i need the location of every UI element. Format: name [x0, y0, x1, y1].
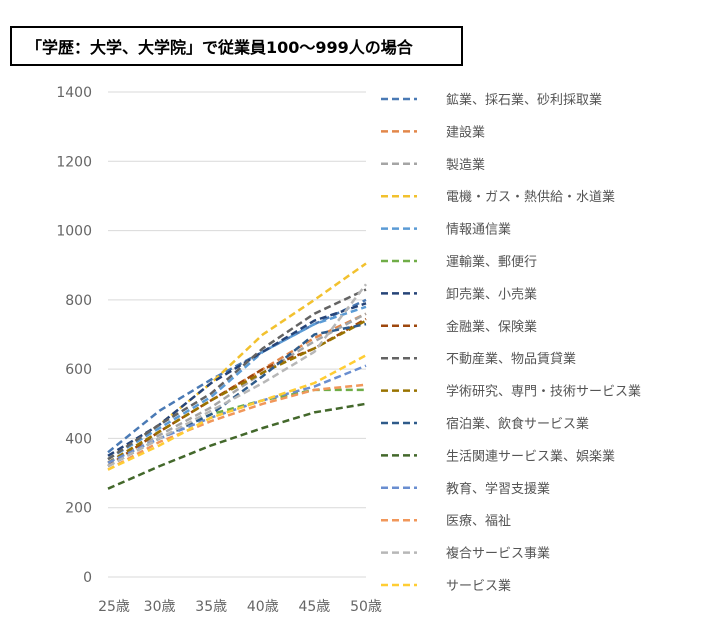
- series-line: [107, 354, 367, 471]
- legend-label: 複合サービス事業: [446, 546, 550, 562]
- legend-label: 不動産業、物品賃貸業: [446, 351, 576, 367]
- legend-label: 情報通信業: [446, 222, 511, 238]
- x-axis-ticks: 25歳 30歳 35歳 40歳 45歳 50歳: [98, 599, 382, 615]
- series-line: [107, 288, 367, 461]
- series-line: [107, 305, 367, 461]
- legend-label: 宿泊業、飲食サービス業: [446, 416, 589, 432]
- x-tick-label: 40歳: [247, 599, 279, 615]
- chart-title: 「学歴：大学、大学院」で従業員100～999人の場合: [10, 26, 463, 66]
- series-line: [107, 283, 367, 468]
- legend-label: 医療、福祉: [446, 514, 511, 529]
- series-line: [107, 262, 367, 461]
- series-line: [107, 312, 367, 464]
- y-axis-ticks: 0 200 400 600 800 1000 1200 1400: [56, 85, 92, 586]
- y-tick-label: 600: [65, 362, 92, 378]
- legend: 鉱業、採石業、砂利採取業建設業製造業電機・ガス・熱供給・水道業情報通信業運輸業、…: [381, 92, 641, 594]
- legend-label: 建設業: [446, 124, 485, 140]
- series-line: [107, 302, 367, 457]
- legend-label: 鉱業、採石業、砂利採取業: [446, 92, 602, 108]
- legend-label: 運輸業、郵便行: [446, 254, 537, 270]
- y-tick-label: 1400: [56, 85, 92, 101]
- legend-label: 卸売業、小売業: [446, 286, 537, 302]
- y-tick-label: 0: [83, 570, 92, 586]
- legend-label: サービス業: [446, 578, 511, 594]
- legend-label: 金融業、保険業: [446, 319, 537, 335]
- x-tick-label: 35歳: [195, 599, 227, 615]
- series-line: [107, 402, 367, 490]
- x-tick-label: 50歳: [350, 599, 382, 615]
- y-tick-label: 800: [65, 293, 92, 309]
- series-line: [107, 298, 367, 454]
- series-line: [107, 319, 367, 464]
- legend-label: 学術研究、専門・技術サービス業: [446, 384, 641, 400]
- series-line: [107, 383, 367, 471]
- legend-label: 生活関連サービス業、娯楽業: [446, 448, 615, 464]
- legend-label: 電機・ガス・熱供給・水道業: [446, 189, 615, 205]
- y-tick-label: 200: [65, 501, 92, 517]
- y-tick-label: 1200: [56, 154, 92, 170]
- series-line: [107, 388, 366, 468]
- legend-label: 製造業: [446, 157, 485, 173]
- y-tick-label: 400: [65, 431, 92, 447]
- x-tick-label: 25歳: [98, 599, 130, 615]
- x-tick-label: 30歳: [144, 599, 176, 615]
- x-tick-label: 45歳: [298, 599, 330, 615]
- series-lines: [107, 262, 367, 490]
- legend-label: 教育、学習支援業: [446, 481, 550, 497]
- y-tick-label: 1000: [56, 224, 92, 240]
